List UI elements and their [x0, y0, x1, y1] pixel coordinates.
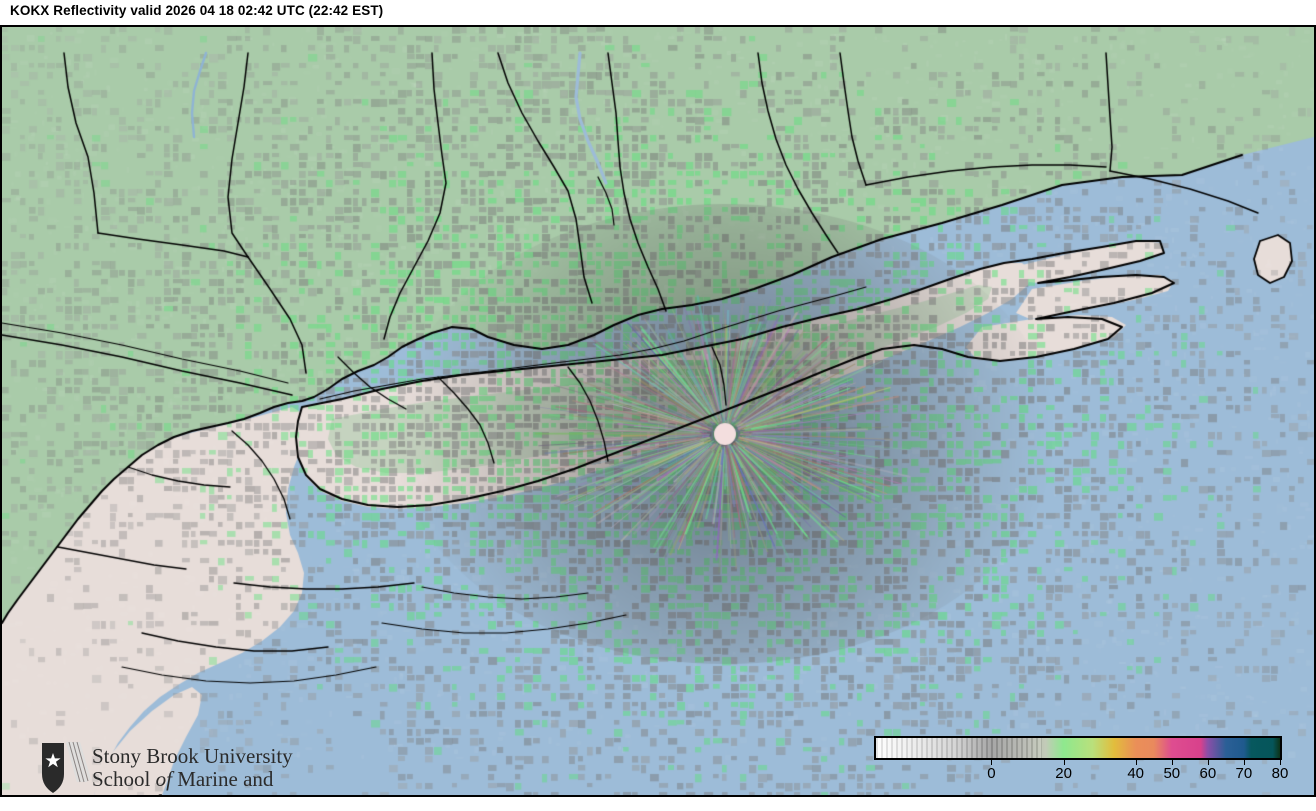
colorbar-tick	[991, 760, 993, 765]
colorbar-tick-label: 0	[987, 765, 996, 782]
colorbar-tick	[1135, 760, 1137, 765]
colorbar-tick	[1207, 760, 1209, 765]
colorbar-ticks	[874, 760, 1282, 766]
radar-map-frame[interactable]: 0 20 40 50 60 70 80 Stony Brook University Sch…	[0, 25, 1316, 797]
colorbar-tick	[1243, 760, 1245, 765]
colorbar-tick-label: 60	[1199, 765, 1217, 782]
page-title: KOKX Reflectivity valid 2026 04 18 02:42…	[10, 3, 384, 18]
colorbar-tick-labels: 0 20 40 50 60 70 80	[874, 765, 1288, 785]
colorbar-tick	[1063, 760, 1065, 765]
colorbar-low-stripes	[876, 738, 1042, 758]
reflectivity-colorbar[interactable]: 0 20 40 50 60 70 80	[874, 736, 1288, 795]
colorbar-tick	[1171, 760, 1173, 765]
colorbar-tick-label: 40	[1127, 765, 1145, 782]
colorbar-tick-label: 20	[1055, 765, 1072, 782]
colorbar-tick-label: 70	[1235, 765, 1253, 782]
title-bar: KOKX Reflectivity valid 2026 04 18 02:42…	[0, 0, 1316, 25]
colorbar-gradient	[874, 736, 1282, 760]
colorbar-tick-label: 50	[1163, 765, 1181, 782]
colorbar-tick-label: 80	[1271, 765, 1289, 782]
colorbar-tick	[1280, 760, 1281, 765]
radar-map-canvas[interactable]	[2, 27, 1314, 795]
